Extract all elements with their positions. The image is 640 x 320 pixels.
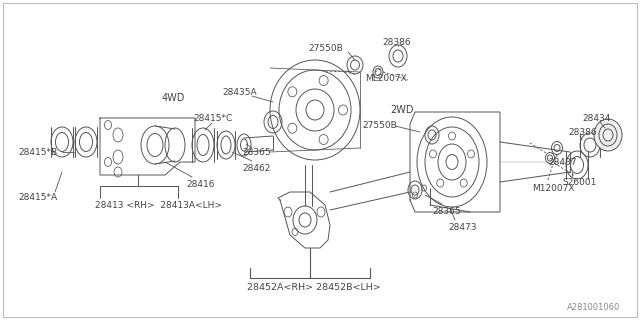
Text: 28473: 28473: [448, 223, 477, 233]
Text: 28452A<RH> 28452B<LH>: 28452A<RH> 28452B<LH>: [247, 284, 381, 292]
Text: 28416: 28416: [186, 180, 214, 188]
Text: ML2007X: ML2007X: [365, 74, 407, 83]
Text: 28365: 28365: [432, 207, 461, 217]
Text: 4WD: 4WD: [162, 93, 186, 103]
Text: 28487: 28487: [548, 157, 577, 166]
Ellipse shape: [594, 119, 622, 151]
Text: 28415*B: 28415*B: [18, 148, 57, 156]
Text: A281001060: A281001060: [567, 303, 620, 312]
Text: 28462: 28462: [242, 164, 270, 172]
Text: 27550B: 27550B: [308, 44, 343, 52]
Text: 28386: 28386: [382, 37, 411, 46]
Text: 28365: 28365: [242, 148, 271, 156]
Text: S26001: S26001: [562, 178, 596, 187]
Text: 28413 <RH>  28413A<LH>: 28413 <RH> 28413A<LH>: [95, 201, 222, 210]
Text: 28415*C: 28415*C: [193, 114, 232, 123]
Text: 27550B: 27550B: [362, 121, 397, 130]
Text: 2WD: 2WD: [390, 105, 413, 115]
Text: 28435A: 28435A: [222, 87, 257, 97]
Text: 28386: 28386: [568, 127, 596, 137]
Text: M12007X: M12007X: [532, 183, 575, 193]
Text: 28434: 28434: [582, 114, 611, 123]
Text: 28415*A: 28415*A: [18, 194, 57, 203]
